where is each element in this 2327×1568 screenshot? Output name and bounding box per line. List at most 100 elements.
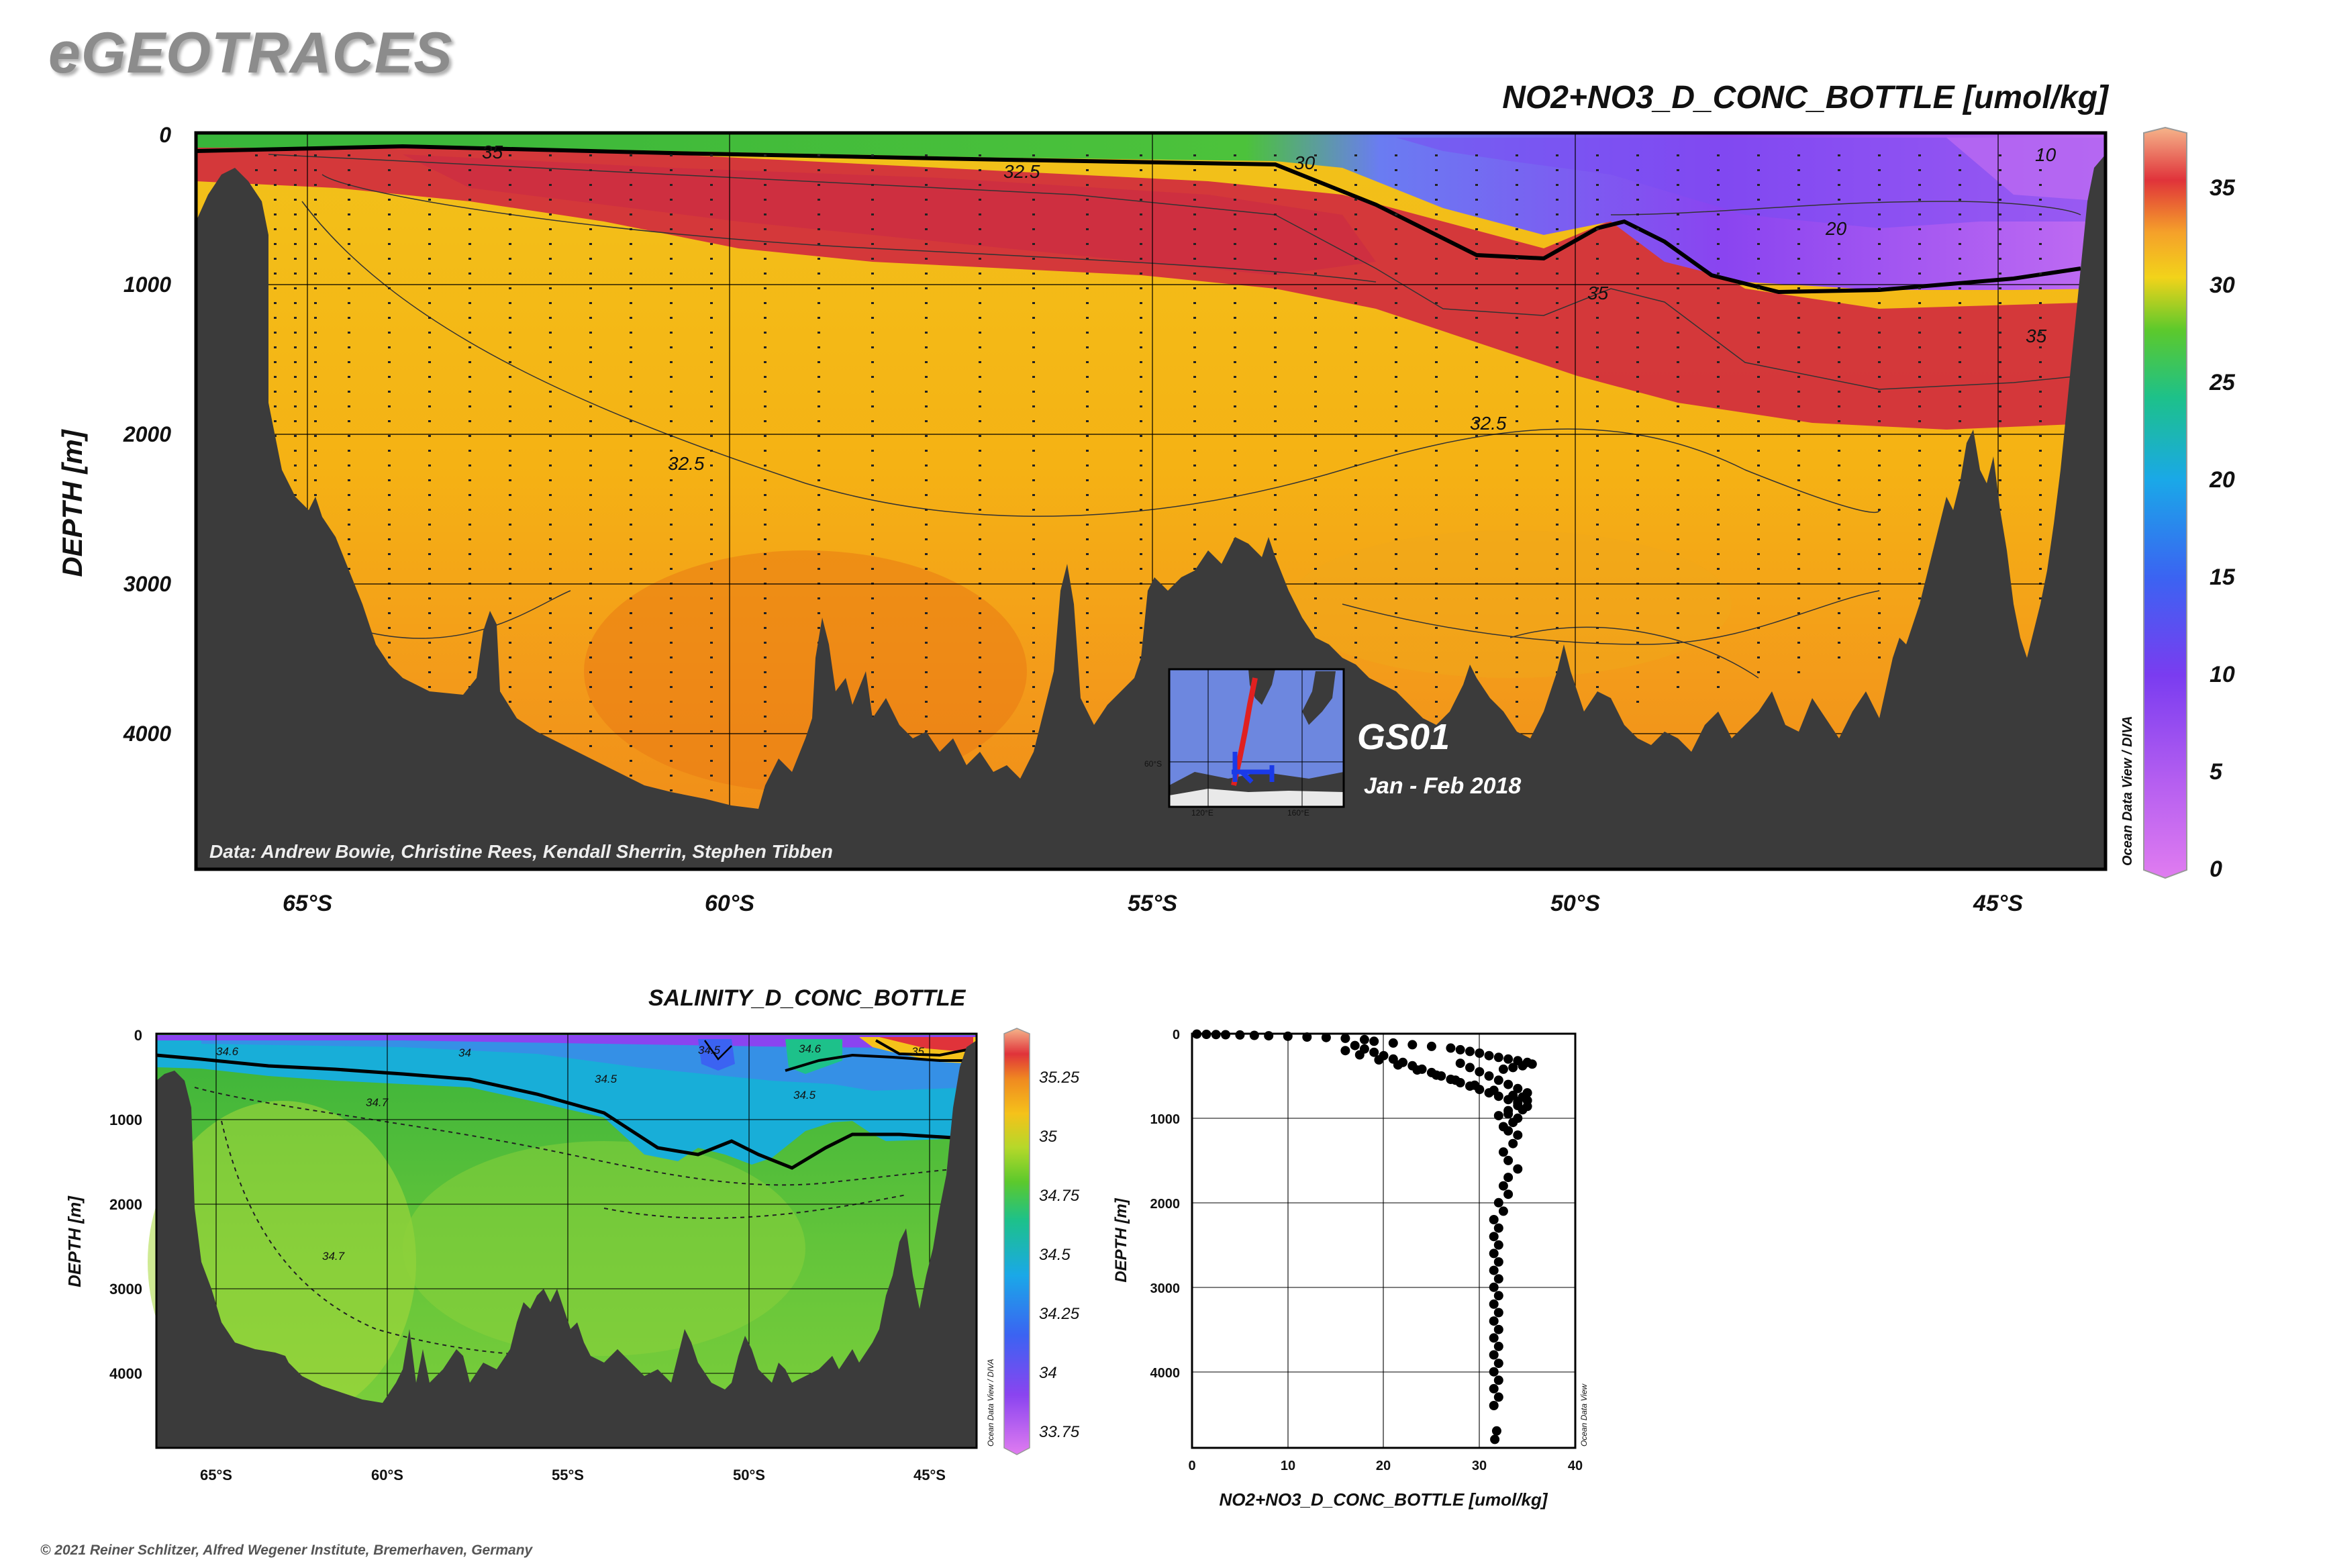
scatter-point (1493, 1257, 1503, 1267)
svg-text:0: 0 (134, 1027, 142, 1044)
scatter-point (1490, 1434, 1500, 1444)
scatter-point (1498, 1064, 1508, 1074)
svg-text:34.6: 34.6 (216, 1045, 239, 1058)
scatter-point (1388, 1038, 1398, 1048)
scatter-point (1493, 1375, 1503, 1385)
scatter-point (1498, 1147, 1508, 1157)
main-y-tick: 2000 (123, 422, 171, 446)
svg-text:35: 35 (482, 142, 503, 162)
main-y-tick: 4000 (123, 722, 171, 746)
svg-text:25: 25 (2209, 370, 2236, 395)
scatter-point (1493, 1359, 1503, 1369)
brand-logo-text: eGEOTRACES (48, 21, 453, 85)
scatter-point (1493, 1223, 1503, 1233)
scatter-point (1484, 1050, 1494, 1061)
svg-text:34: 34 (458, 1046, 471, 1059)
svg-text:34.5: 34.5 (793, 1089, 816, 1101)
svg-text:34.5: 34.5 (595, 1073, 617, 1085)
scatter-point (1350, 1040, 1360, 1050)
svg-text:60°S: 60°S (371, 1467, 403, 1483)
scatter-point (1491, 1426, 1501, 1436)
svg-text:20: 20 (2209, 467, 2235, 493)
scatter-point (1426, 1041, 1436, 1051)
svg-text:30: 30 (2210, 273, 2235, 298)
scatter-point (1489, 1383, 1499, 1393)
main-data-credit: Data: Andrew Bowie, Christine Rees, Kend… (209, 841, 833, 862)
scatter-point (1475, 1067, 1485, 1077)
svg-text:35: 35 (2210, 175, 2236, 201)
salinity-title: SALINITY_D_CONC_BOTTLE (648, 985, 966, 1011)
inset-lon-label-2: 160°E (1287, 808, 1309, 818)
svg-text:35.25: 35.25 (1039, 1069, 1080, 1087)
copyright-notice: © 2021 Reiner Schlitzer, Alfred Wegener … (40, 1542, 533, 1558)
svg-text:0: 0 (2210, 856, 2222, 882)
salinity-y-axis-label: DEPTH [m] (64, 1195, 85, 1287)
svg-text:20: 20 (1825, 218, 1847, 239)
svg-text:20: 20 (1376, 1459, 1391, 1473)
svg-text:1000: 1000 (109, 1112, 142, 1128)
sample-points (255, 154, 2042, 799)
svg-text:34.75: 34.75 (1039, 1187, 1080, 1205)
cruise-label: GS01 (1357, 717, 1450, 757)
svg-text:15: 15 (2210, 565, 2236, 590)
svg-text:30: 30 (1472, 1459, 1487, 1473)
salinity-colorbar: 33.75 34 34.25 34.5 34.75 35 35.25 (1003, 1028, 1080, 1455)
scatter-point (1503, 1054, 1514, 1064)
scatter-y-axis-label: DEPTH [m] (1112, 1197, 1130, 1282)
main-x-tick: 45°S (1973, 891, 2023, 916)
scatter-point (1513, 1164, 1523, 1174)
main-y-tick: 1000 (123, 273, 171, 297)
scatter-point (1455, 1044, 1465, 1055)
svg-text:10: 10 (2210, 662, 2235, 687)
scatter-point (1513, 1083, 1523, 1093)
svg-text:34: 34 (1039, 1364, 1057, 1382)
scatter-point (1513, 1130, 1523, 1140)
svg-text:34.7: 34.7 (322, 1250, 345, 1263)
svg-text:10: 10 (2035, 144, 2057, 165)
scatter-point (1340, 1033, 1350, 1043)
scatter-point (1493, 1052, 1503, 1063)
svg-text:34.7: 34.7 (366, 1096, 389, 1109)
scatter-point (1484, 1071, 1494, 1081)
scatter-point (1489, 1265, 1499, 1275)
scatter-point (1527, 1059, 1537, 1069)
inset-lon-label-1: 120°E (1191, 808, 1214, 818)
scatter-point (1407, 1040, 1418, 1050)
scatter-point (1503, 1109, 1514, 1119)
scatter-point (1235, 1030, 1245, 1040)
svg-text:30: 30 (1294, 152, 1316, 173)
scatter-point (1508, 1138, 1518, 1148)
scatter-point (1489, 1282, 1499, 1292)
scatter-point (1465, 1046, 1475, 1057)
svg-text:4000: 4000 (1150, 1366, 1181, 1381)
scatter-point (1489, 1316, 1499, 1326)
scatter-point (1264, 1031, 1274, 1041)
svg-text:40: 40 (1568, 1459, 1583, 1473)
main-x-tick: 50°S (1550, 891, 1600, 916)
svg-text:0: 0 (1188, 1459, 1195, 1473)
scatter-point (1432, 1070, 1441, 1080)
scatter-point (1503, 1079, 1514, 1089)
scatter-point (1340, 1046, 1350, 1056)
svg-text:65°S: 65°S (200, 1467, 232, 1483)
scatter-point (1493, 1274, 1503, 1284)
nitrate-colorbar: 0 5 10 15 20 25 30 35 (2143, 126, 2236, 882)
svg-text:34.5: 34.5 (1039, 1246, 1071, 1264)
scatter-point (1503, 1173, 1514, 1183)
svg-text:2000: 2000 (1150, 1197, 1181, 1212)
svg-text:0: 0 (1173, 1028, 1180, 1042)
inset-lat-label: 60°S (1144, 759, 1162, 769)
scatter-point (1369, 1036, 1379, 1046)
svg-text:35: 35 (2026, 326, 2047, 346)
cruise-dates: Jan - Feb 2018 (1364, 773, 1521, 799)
scatter-point (1493, 1308, 1503, 1318)
nitrate-depth-scatter: 0 1000 2000 3000 4000 0 10 20 30 40 DEPT… (1112, 1028, 1589, 1510)
svg-text:34.5: 34.5 (698, 1044, 721, 1057)
svg-text:10: 10 (1281, 1459, 1295, 1473)
scatter-point (1498, 1181, 1508, 1191)
main-x-tick: 60°S (705, 891, 754, 916)
svg-text:32.5: 32.5 (668, 453, 705, 474)
scatter-point (1508, 1118, 1518, 1128)
seafloor (196, 154, 2106, 869)
scatter-point (1489, 1248, 1499, 1259)
